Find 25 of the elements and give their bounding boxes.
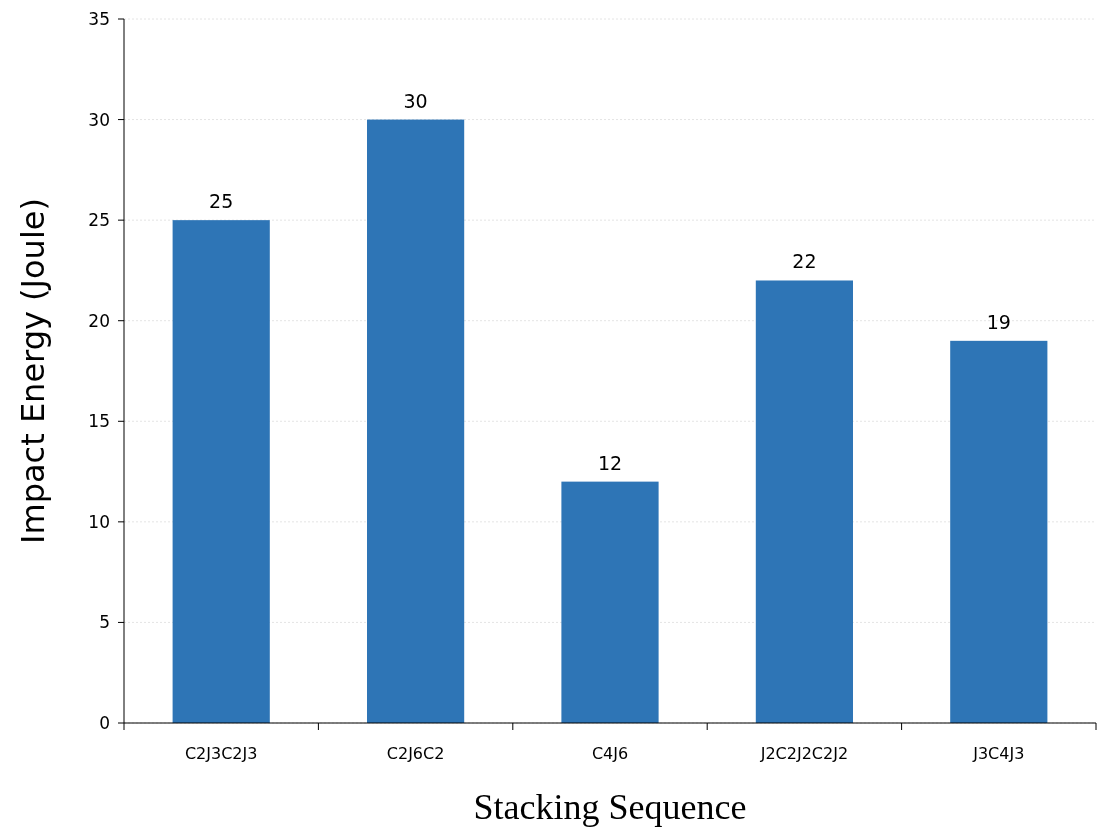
y-tick-label: 15 bbox=[88, 411, 110, 432]
y-tick-label: 10 bbox=[88, 511, 110, 532]
y-tick-label: 30 bbox=[88, 109, 110, 130]
x-tick-label: J2C2J2C2J2 bbox=[759, 744, 849, 763]
bar bbox=[367, 119, 465, 723]
data-label: 22 bbox=[792, 250, 817, 273]
bar bbox=[755, 280, 853, 723]
bar bbox=[172, 220, 270, 723]
x-tick-label: C4J6 bbox=[591, 744, 629, 763]
bar bbox=[950, 340, 1048, 723]
data-label: 19 bbox=[986, 310, 1011, 333]
x-tick-label: J3C4J3 bbox=[972, 744, 1025, 763]
y-axis-title: Impact Energy (Joule) bbox=[14, 198, 52, 544]
x-axis-title: Stacking Sequence bbox=[473, 787, 747, 827]
bar bbox=[561, 481, 659, 723]
data-label: 12 bbox=[597, 451, 623, 474]
data-label: 30 bbox=[403, 89, 428, 112]
y-tick-label: 25 bbox=[88, 210, 110, 231]
y-tick-label: 5 bbox=[99, 612, 110, 633]
x-tick-label: C2J6C2 bbox=[386, 744, 445, 763]
y-tick-label: 20 bbox=[88, 310, 110, 331]
x-tick-label: C2J3C2J3 bbox=[184, 744, 258, 763]
data-label: 25 bbox=[209, 190, 234, 213]
y-tick-label: 35 bbox=[88, 8, 110, 29]
y-tick-label: 0 bbox=[99, 712, 110, 733]
